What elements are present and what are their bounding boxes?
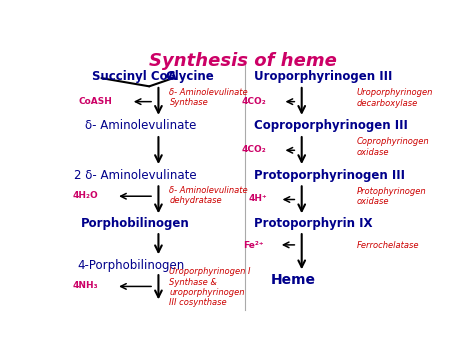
- Text: Protoporphyrinogen III: Protoporphyrinogen III: [254, 169, 405, 182]
- Text: Coprophyrinogen
oxidase: Coprophyrinogen oxidase: [357, 137, 429, 157]
- Text: δ- Aminolevulinate
dehydratase: δ- Aminolevulinate dehydratase: [169, 186, 248, 206]
- Text: Succinyl CoA: Succinyl CoA: [92, 70, 177, 83]
- Text: 4H₂O: 4H₂O: [72, 191, 98, 200]
- Text: Porphobilinogen: Porphobilinogen: [82, 217, 190, 230]
- Text: 4NH₃: 4NH₃: [72, 282, 98, 290]
- Text: CoASH: CoASH: [79, 97, 112, 105]
- Text: Synthesis of heme: Synthesis of heme: [149, 52, 337, 70]
- Text: Glycine: Glycine: [166, 70, 215, 83]
- Text: Fe²⁺: Fe²⁺: [243, 241, 263, 250]
- Text: Protoporphyrin IX: Protoporphyrin IX: [254, 217, 373, 230]
- Text: 4CO₂: 4CO₂: [242, 97, 267, 105]
- Text: 4-Porphobilinogen: 4-Porphobilinogen: [78, 259, 185, 272]
- Text: Heme: Heme: [271, 273, 316, 288]
- Text: 2 δ- Aminolevulinate: 2 δ- Aminolevulinate: [74, 169, 197, 182]
- Text: δ- Aminolevulinate: δ- Aminolevulinate: [85, 120, 196, 132]
- Text: Ferrochelatase: Ferrochelatase: [357, 241, 419, 250]
- Text: Protophyrinogen
oxidase: Protophyrinogen oxidase: [357, 186, 427, 206]
- Text: Uroporphyrinogen
decarboxylase: Uroporphyrinogen decarboxylase: [357, 88, 433, 108]
- Text: Uroporphyrinogen I
Synthase &
uroporphyrinogen
III cosynthase: Uroporphyrinogen I Synthase & uroporphyr…: [169, 267, 251, 307]
- Text: 4CO₂: 4CO₂: [242, 145, 267, 154]
- Text: δ- Aminolevulinate
Synthase: δ- Aminolevulinate Synthase: [169, 88, 248, 107]
- Text: 4H⁺: 4H⁺: [248, 195, 267, 203]
- Text: Coproporphyrinogen III: Coproporphyrinogen III: [254, 120, 408, 132]
- Text: Uroporphyrinogen III: Uroporphyrinogen III: [254, 70, 392, 83]
